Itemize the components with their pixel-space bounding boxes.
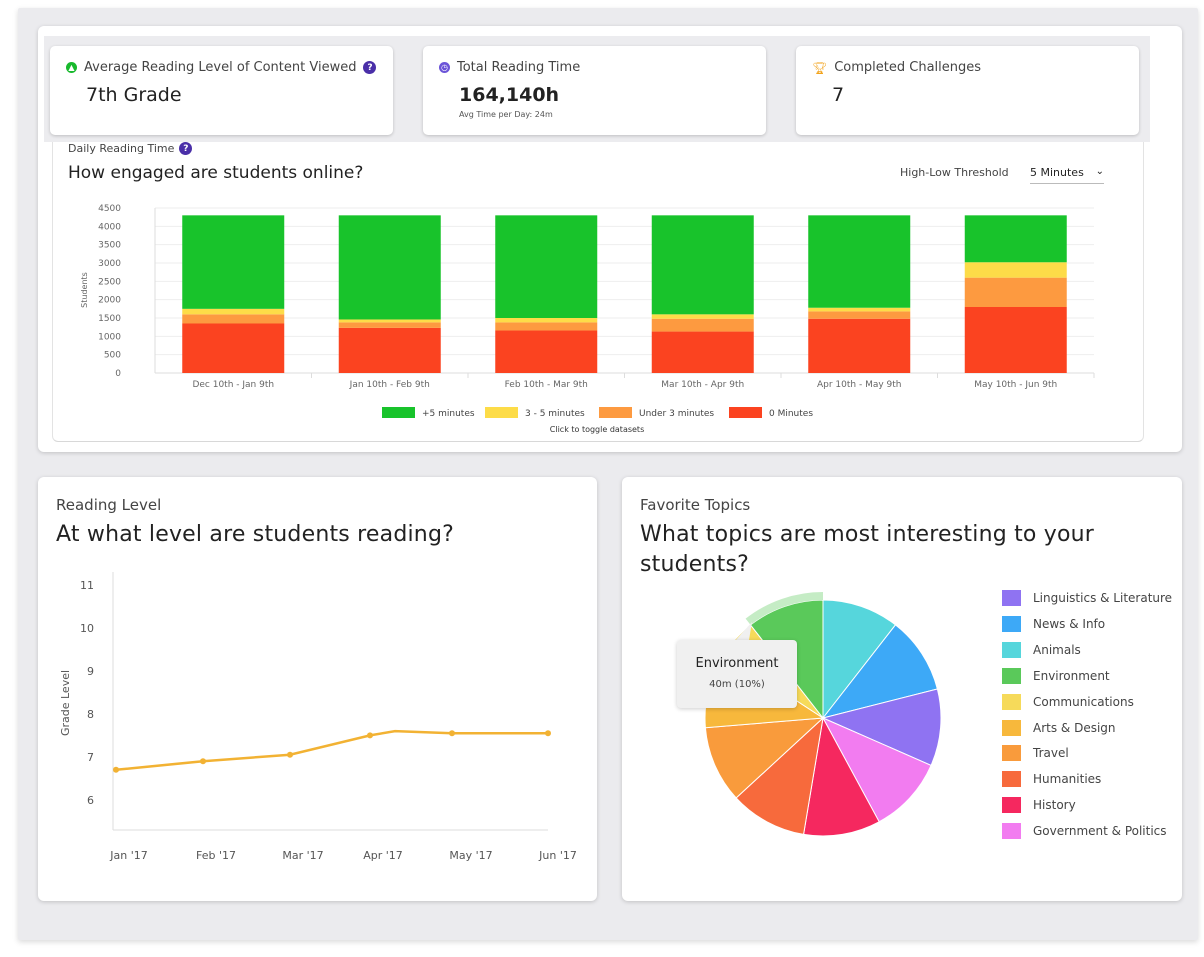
stat-subtext: Avg Time per Day: 24m bbox=[459, 110, 553, 119]
legend-label: Animals bbox=[1033, 642, 1081, 657]
stat-value: 7 bbox=[832, 84, 845, 106]
legend-label: Communications bbox=[1033, 694, 1134, 709]
legend-label: Travel bbox=[1033, 746, 1069, 761]
chevron-down-icon: ⌄ bbox=[1095, 166, 1104, 177]
legend-swatch bbox=[1002, 693, 1021, 710]
stat-card-challenges: 🏆︎ Completed Challenges 7 bbox=[796, 46, 1139, 135]
legend-item[interactable]: Environment bbox=[1002, 667, 1110, 684]
clock-icon: ◷ bbox=[439, 62, 450, 73]
legend-swatch bbox=[1002, 771, 1021, 788]
section-title: What topics are most interesting to your… bbox=[640, 520, 1094, 580]
daily-chart-panel bbox=[52, 142, 1144, 442]
section-title-line: students? bbox=[640, 552, 750, 577]
legend-swatch bbox=[1002, 745, 1021, 762]
legend-item[interactable]: Animals bbox=[1002, 641, 1081, 658]
legend-item[interactable]: Humanities bbox=[1002, 771, 1102, 788]
stat-card-reading-level: ▲ Average Reading Level of Content Viewe… bbox=[50, 46, 393, 135]
section-title: At what level are students reading? bbox=[56, 522, 454, 547]
help-icon[interactable]: ? bbox=[363, 61, 377, 74]
legend-swatch bbox=[1002, 823, 1021, 840]
legend-label: History bbox=[1033, 798, 1076, 813]
trophy-icon: 🏆︎ bbox=[812, 60, 828, 75]
legend-swatch bbox=[1002, 590, 1021, 606]
legend-item[interactable]: Government & Politics bbox=[1002, 823, 1167, 840]
legend-swatch bbox=[1002, 667, 1021, 684]
threshold-label: High-Low Threshold bbox=[900, 166, 1009, 179]
legend-label: Government & Politics bbox=[1033, 824, 1167, 839]
stat-value: 7th Grade bbox=[86, 84, 182, 106]
section-subtitle: Reading Level bbox=[56, 496, 162, 514]
tooltip-value: 40m (10%) bbox=[709, 679, 765, 690]
arrow-up-icon: ▲ bbox=[66, 62, 77, 73]
legend-label: Humanities bbox=[1033, 772, 1102, 787]
section-title-line: What topics are most interesting to your bbox=[640, 522, 1095, 547]
legend-item[interactable]: News & Info bbox=[1002, 615, 1106, 632]
tooltip-label: Environment bbox=[695, 656, 779, 671]
stat-title: Completed Challenges bbox=[834, 60, 982, 75]
legend-item[interactable]: Linguistics & Literature bbox=[1002, 590, 1172, 606]
legend-label: News & Info bbox=[1033, 616, 1106, 631]
stat-title: Total Reading Time bbox=[457, 60, 581, 75]
stat-title: Average Reading Level of Content Viewed bbox=[84, 60, 357, 75]
legend-swatch bbox=[1002, 797, 1021, 814]
legend-label: Linguistics & Literature bbox=[1033, 591, 1173, 605]
section-subtitle: Favorite Topics bbox=[640, 496, 751, 514]
threshold-select[interactable]: 5 Minutes ⌄ bbox=[1030, 162, 1104, 184]
threshold-value: 5 Minutes bbox=[1030, 166, 1084, 179]
stat-value: 164,140h bbox=[459, 84, 560, 106]
legend-label: Arts & Design bbox=[1033, 720, 1116, 735]
legend-item[interactable]: Travel bbox=[1002, 745, 1069, 762]
legend-label: Environment bbox=[1033, 668, 1110, 683]
legend-swatch bbox=[1002, 719, 1021, 736]
legend-item[interactable]: Communications bbox=[1002, 693, 1134, 710]
pie-tooltip: Environment 40m (10%) bbox=[677, 640, 797, 708]
legend-swatch bbox=[1002, 641, 1021, 658]
section-subtitle: Daily Reading Time bbox=[68, 142, 175, 155]
section-title: How engaged are students online? bbox=[68, 163, 364, 183]
legend-item[interactable]: Arts & Design bbox=[1002, 719, 1116, 736]
legend-item[interactable]: History bbox=[1002, 797, 1076, 814]
stat-card-reading-time: ◷ Total Reading Time 164,140h Avg Time p… bbox=[423, 46, 766, 135]
help-icon[interactable]: ? bbox=[179, 142, 193, 155]
legend-swatch bbox=[1002, 615, 1021, 632]
